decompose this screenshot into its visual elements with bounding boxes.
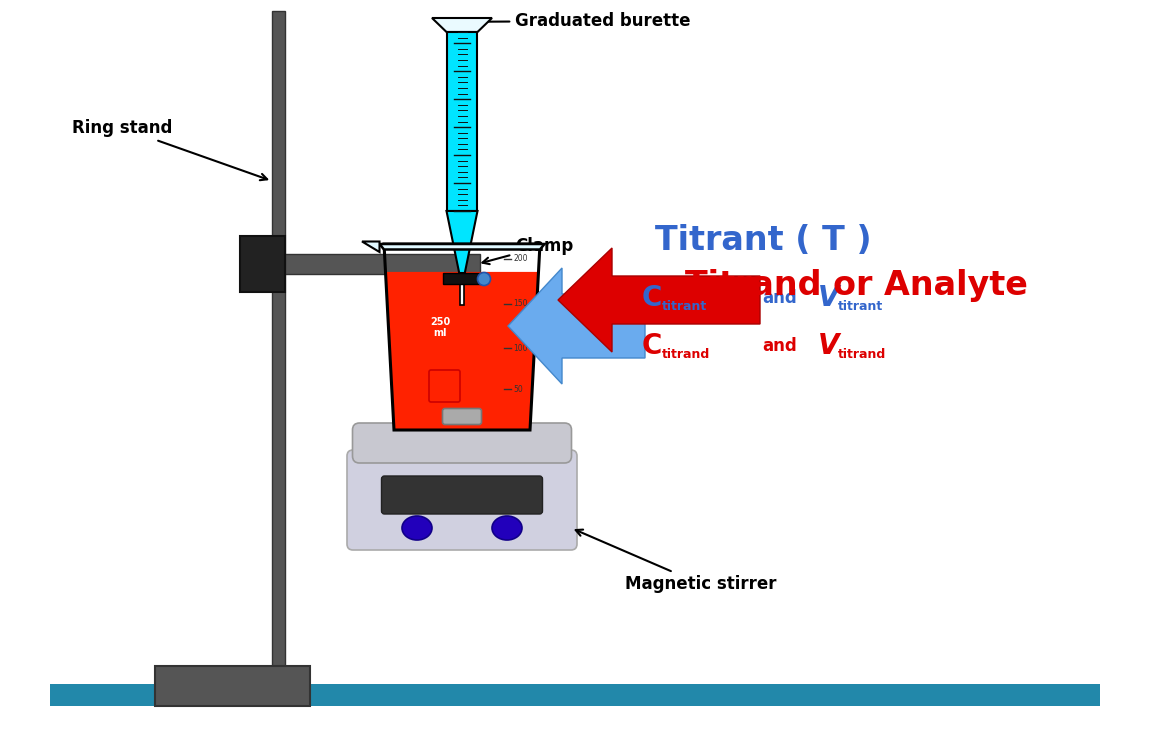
Bar [50, 684, 1100, 706]
Text: Titrand or Analyte: Titrand or Analyte [684, 269, 1028, 302]
Text: Ring stand: Ring stand [72, 119, 268, 180]
Text: titrand: titrand [838, 347, 886, 361]
Polygon shape [558, 248, 760, 352]
Text: 100: 100 [513, 344, 527, 353]
Bar [446, 32, 478, 211]
Text: C: C [642, 332, 662, 360]
Text: 150: 150 [513, 299, 527, 308]
Bar [285, 254, 480, 274]
Text: Magnetic stirrer: Magnetic stirrer [575, 530, 776, 593]
FancyBboxPatch shape [382, 476, 542, 514]
Bar [443, 274, 481, 285]
Text: and: and [762, 289, 797, 307]
Polygon shape [446, 211, 478, 273]
Text: 250
ml: 250 ml [430, 317, 450, 339]
Polygon shape [432, 18, 492, 32]
Text: 200: 200 [513, 255, 527, 263]
Text: and: and [762, 337, 797, 355]
Text: V: V [818, 332, 839, 360]
Bar [239, 236, 285, 292]
FancyBboxPatch shape [348, 450, 576, 550]
Text: V: V [818, 284, 839, 312]
Polygon shape [508, 268, 645, 384]
Text: Titrant ( T ): Titrant ( T ) [655, 224, 871, 258]
Ellipse shape [478, 272, 491, 286]
Text: titrand: titrand [662, 347, 710, 361]
Polygon shape [379, 244, 545, 250]
Polygon shape [362, 241, 379, 252]
Bar [460, 273, 464, 305]
Text: Graduated burette: Graduated burette [437, 12, 690, 30]
Ellipse shape [402, 516, 432, 540]
Bar [446, 32, 478, 211]
Polygon shape [385, 272, 539, 430]
Bar [272, 11, 285, 684]
Ellipse shape [492, 516, 522, 540]
Text: C: C [642, 284, 662, 312]
FancyBboxPatch shape [352, 423, 572, 463]
Text: Clamp: Clamp [483, 237, 573, 264]
Text: titrant: titrant [662, 300, 707, 313]
Text: 50: 50 [513, 385, 522, 394]
Bar [155, 666, 310, 706]
Text: titrant: titrant [838, 300, 883, 313]
FancyBboxPatch shape [443, 408, 481, 425]
